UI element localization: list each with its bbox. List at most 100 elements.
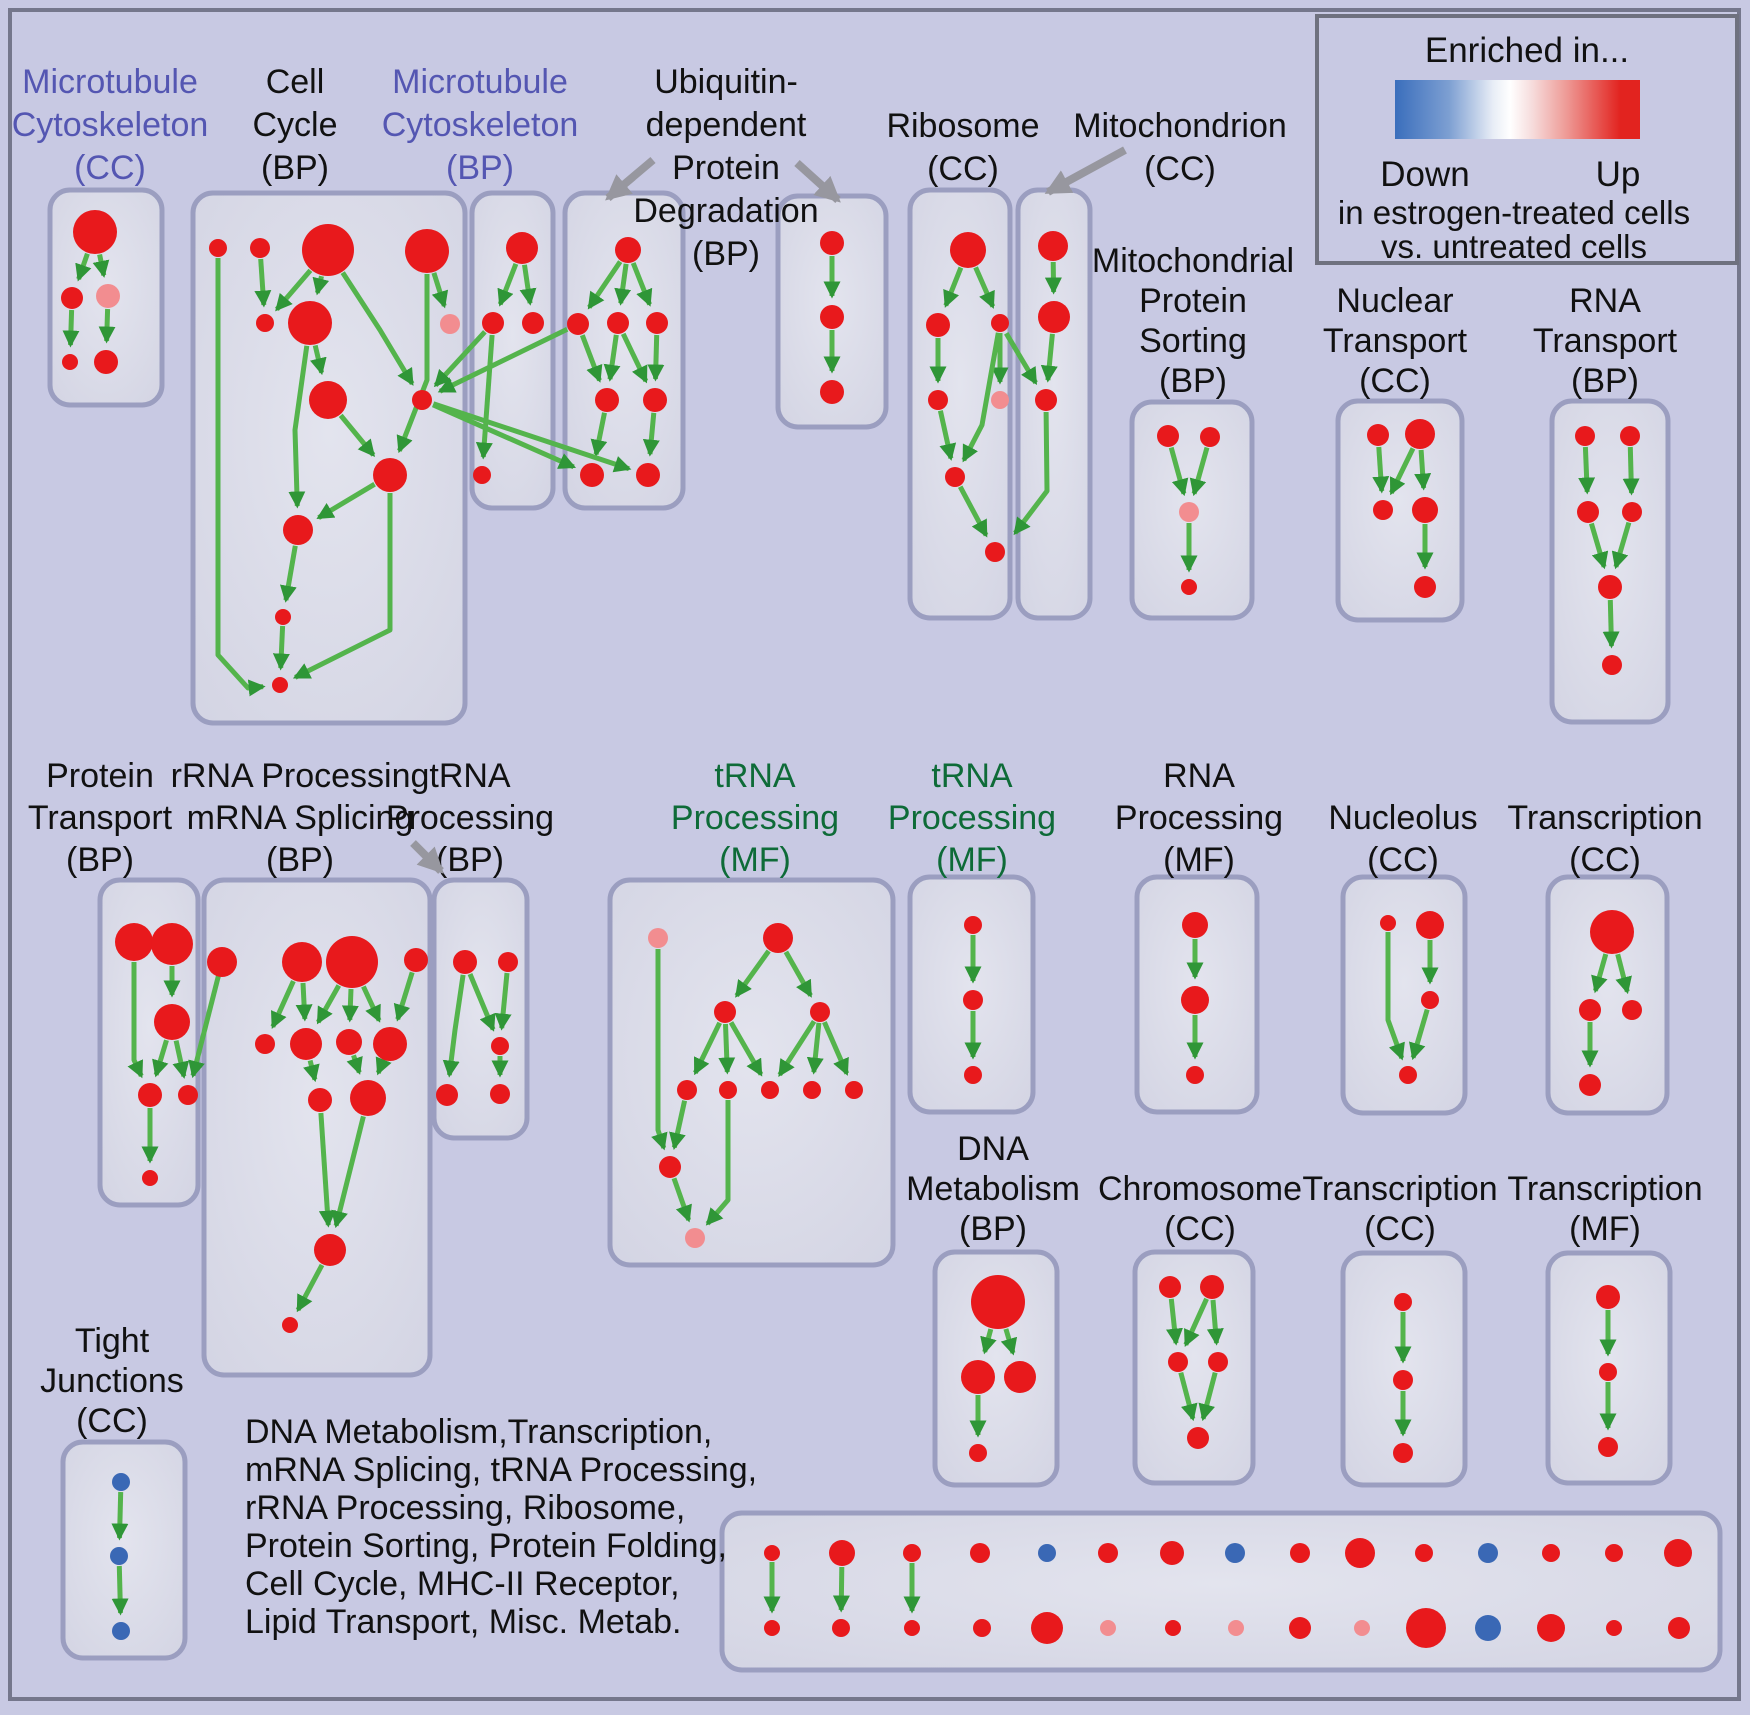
go-edge-cell-cycle-bp-3 [431,272,449,309]
go-node-ribosome-cc-2 [991,314,1009,332]
go-node-ribosome-cc-5 [945,467,965,487]
cluster-label-cell-cycle-bp: Cell Cycle (BP) [252,63,337,187]
go-node-rna-transport-bp-5 [1602,655,1622,675]
go-node-ubiquitin-degradation-bp-6 [580,463,604,487]
cluster-label-line: (CC) [1367,841,1439,879]
go-node-trna-processing-mf-small-0 [964,916,982,934]
cluster-label-mitochondrial-protein-sorting-bp: Mitochondrial Protein Sorting (BP) [1092,242,1294,400]
go-node-cell-cycle-bp-4 [256,314,274,332]
go-node-transcription-cc-row3-1 [1393,1370,1413,1390]
go-edge-cell-cycle-bp-12 [215,258,266,697]
go-node-misc-clusters-0 [764,1545,780,1561]
cluster-label-line: (BP) [692,235,760,273]
cluster-box-nuclear-transport-cc [1335,398,1465,623]
go-node-dna-metabolism-bp-0 [971,1275,1025,1329]
go-node-rna-processing-mf-1 [1181,986,1209,1014]
legend-down-label: Down [1380,155,1469,194]
cluster-label-protein-transport-bp: Protein Transport (BP) [28,757,173,879]
go-edge-protein-transport-bp-4 [127,962,144,1079]
cluster-label-transcription-mf: Transcription (MF) [1507,1170,1702,1248]
cluster-box-misc-clusters [719,1510,1723,1673]
cluster-label-trna-processing-mf-large: tRNA Processing (MF) [671,757,839,879]
go-edge-ribosome-cc-5 [961,332,1001,463]
cluster-label-line: (BP) [446,149,514,187]
cluster-label-line: (BP) [261,149,329,187]
go-edge-rrna-processing-mrna-splicing-bp-2 [316,984,341,1025]
go-node-mitochondrial-protein-sorting-bp-1 [1200,427,1220,447]
go-node-microtubule-cytoskeleton-cc-1 [61,287,83,309]
go-node-ribosome-cc-4 [991,391,1009,409]
go-node-dna-metabolism-bp-3 [969,1444,987,1462]
go-node-chromosome-cc-4 [1187,1427,1209,1449]
legend-subtitle-2: vs. untreated cells [1381,228,1647,265]
go-node-rrna-processing-mrna-splicing-bp-3 [404,948,428,972]
go-node-protein-transport-bp-0 [115,923,153,961]
cluster-label-line: Processing [386,799,554,837]
go-node-rna-processing-mf-0 [1182,912,1208,938]
go-edge-transcription-cc-row2-1 [1615,953,1632,995]
go-edge-trna-processing-mf-large-11 [705,1100,731,1226]
cluster-label-line: RNA [1569,282,1641,320]
go-node-nucleolus-cc-1 [1416,911,1444,939]
go-edge-trna-processing-mf-large-7 [822,1021,850,1076]
go-node-misc-clusters-19 [1031,1612,1063,1644]
cluster-label-line: Processing [671,799,839,837]
cluster-label-line: Mitochondrial [1092,242,1294,280]
go-edge-ubiquitin-degradation-bp-1 [614,263,632,306]
go-node-trna-processing-mf-large-6 [761,1081,779,1099]
legend-up-label: Up [1596,155,1641,194]
go-node-ubiquitin-degradation-bp-5 [643,388,667,412]
go-edge-trna-processing-bp-1 [494,972,512,1031]
go-node-cell-cycle-bp-1 [250,238,270,258]
go-node-ribosome-cc-1 [926,313,950,337]
go-node-rna-transport-bp-4 [1598,575,1622,599]
cluster-label-line: (BP) [266,841,334,879]
go-node-trna-processing-bp-1 [498,952,518,972]
cross-edge-mito-to-ribosome-bottom [1013,411,1050,536]
go-edge-ubiquitin-degradation-bp-7 [590,412,608,457]
cluster-label-rna-transport-bp: RNA Transport (BP) [1533,282,1678,400]
go-node-misc-clusters-10 [1415,1544,1433,1562]
go-edge-microtubule-cytoskeleton-bp-1 [519,264,537,306]
go-edge-trna-processing-bp-2 [442,974,466,1078]
go-node-rna-transport-bp-1 [1620,426,1640,446]
go-node-ubiquitin-degradation-bp-2-0 [820,231,844,255]
go-node-microtubule-cytoskeleton-cc-4 [94,350,118,374]
go-edge-trna-processing-mf-large-2 [693,1021,722,1076]
go-edge-rna-transport-bp-1 [1622,446,1640,496]
go-node-trna-processing-mf-large-9 [659,1156,681,1178]
go-edge-chromosome-cc-0 [1166,1298,1183,1346]
cluster-label-line: (BP) [66,841,134,879]
go-node-nucleolus-cc-0 [1380,915,1396,931]
go-edge-rna-transport-bp-4 [1602,599,1620,649]
cluster-label-line: Mitochondrion [1073,107,1287,145]
legend-subtitle-1: in estrogen-treated cells [1338,194,1690,231]
go-node-trna-processing-mf-large-0 [648,928,668,948]
go-edge-mitochondrion-cc-1 [1040,333,1058,383]
go-node-protein-transport-bp-3 [138,1083,162,1107]
go-node-cell-cycle-bp-3 [405,229,449,273]
cluster-label-line: Transport [1323,322,1468,360]
go-edge-tight-junctions-cc-0 [111,1491,129,1541]
cluster-boxes-layer [47,187,1723,1673]
go-node-transcription-cc-row2-3 [1579,1074,1601,1096]
cluster-label-line: (CC) [1364,1210,1436,1248]
cluster-label-line: Degradation [633,192,818,230]
go-edge-cell-cycle-bp-0 [254,258,272,308]
go-edge-trna-processing-mf-large-5 [777,1019,817,1077]
go-node-microtubule-cytoskeleton-cc-3 [62,354,78,370]
go-node-nuclear-transport-cc-1 [1405,419,1435,449]
cluster-label-line: Ribosome [886,107,1039,145]
cluster-label-line: tRNA [714,757,796,795]
go-node-ubiquitin-degradation-bp-7 [636,463,660,487]
go-node-misc-clusters-12 [1542,1544,1560,1562]
go-edge-rna-transport-bp-0 [1578,446,1596,495]
go-edge-trna-processing-mf-large-4 [728,1021,764,1077]
go-edge-trna-processing-mf-large-0 [734,949,771,998]
ubiquitin-left-arrow [605,156,656,202]
cross-edge-ubiq-ml-to-cellcycle-hub [437,327,569,394]
go-edge-misc-clusters-1 [832,1566,850,1613]
go-node-misc-clusters-3 [970,1543,990,1563]
cluster-label-trna-processing-bp: tRNA Processing (BP) [386,757,554,879]
cluster-label-line: Cycle [252,106,337,144]
